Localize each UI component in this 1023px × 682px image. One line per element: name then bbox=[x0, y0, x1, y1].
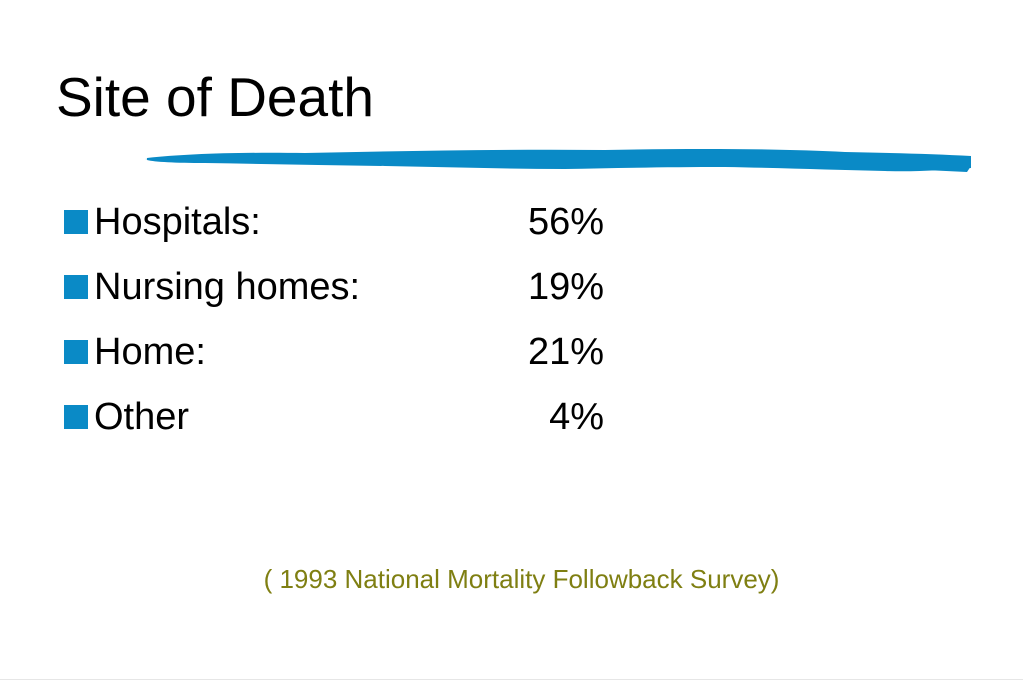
bullet-value: 19% bbox=[527, 266, 604, 308]
slide-title: Site of Death bbox=[56, 66, 374, 128]
square-bullet-icon bbox=[64, 340, 88, 364]
bottom-divider bbox=[0, 679, 1023, 680]
bullet-label: Nursing homes: bbox=[94, 266, 361, 308]
list-item: Nursing homes: 19% bbox=[62, 261, 622, 326]
bullet-value: 4% bbox=[549, 396, 604, 438]
list-item: Hospitals: 56% bbox=[62, 196, 622, 261]
square-bullet-icon bbox=[64, 275, 88, 299]
list-item: Other 4% bbox=[62, 391, 622, 456]
bullet-label: Hospitals: bbox=[94, 201, 261, 243]
bullet-value: 21% bbox=[527, 331, 604, 373]
title-underline-brushstroke bbox=[145, 148, 971, 172]
source-citation: ( 1993 National Mortality Followback Sur… bbox=[263, 564, 780, 594]
square-bullet-icon bbox=[64, 405, 88, 429]
bullet-list: Hospitals: 56% Nursing homes: 19% Home: … bbox=[62, 196, 622, 456]
bullet-label: Home: bbox=[94, 331, 206, 373]
bullet-value: 56% bbox=[527, 201, 604, 243]
list-item: Home: 21% bbox=[62, 326, 622, 391]
bullet-label: Other bbox=[94, 396, 190, 438]
square-bullet-icon bbox=[64, 210, 88, 234]
